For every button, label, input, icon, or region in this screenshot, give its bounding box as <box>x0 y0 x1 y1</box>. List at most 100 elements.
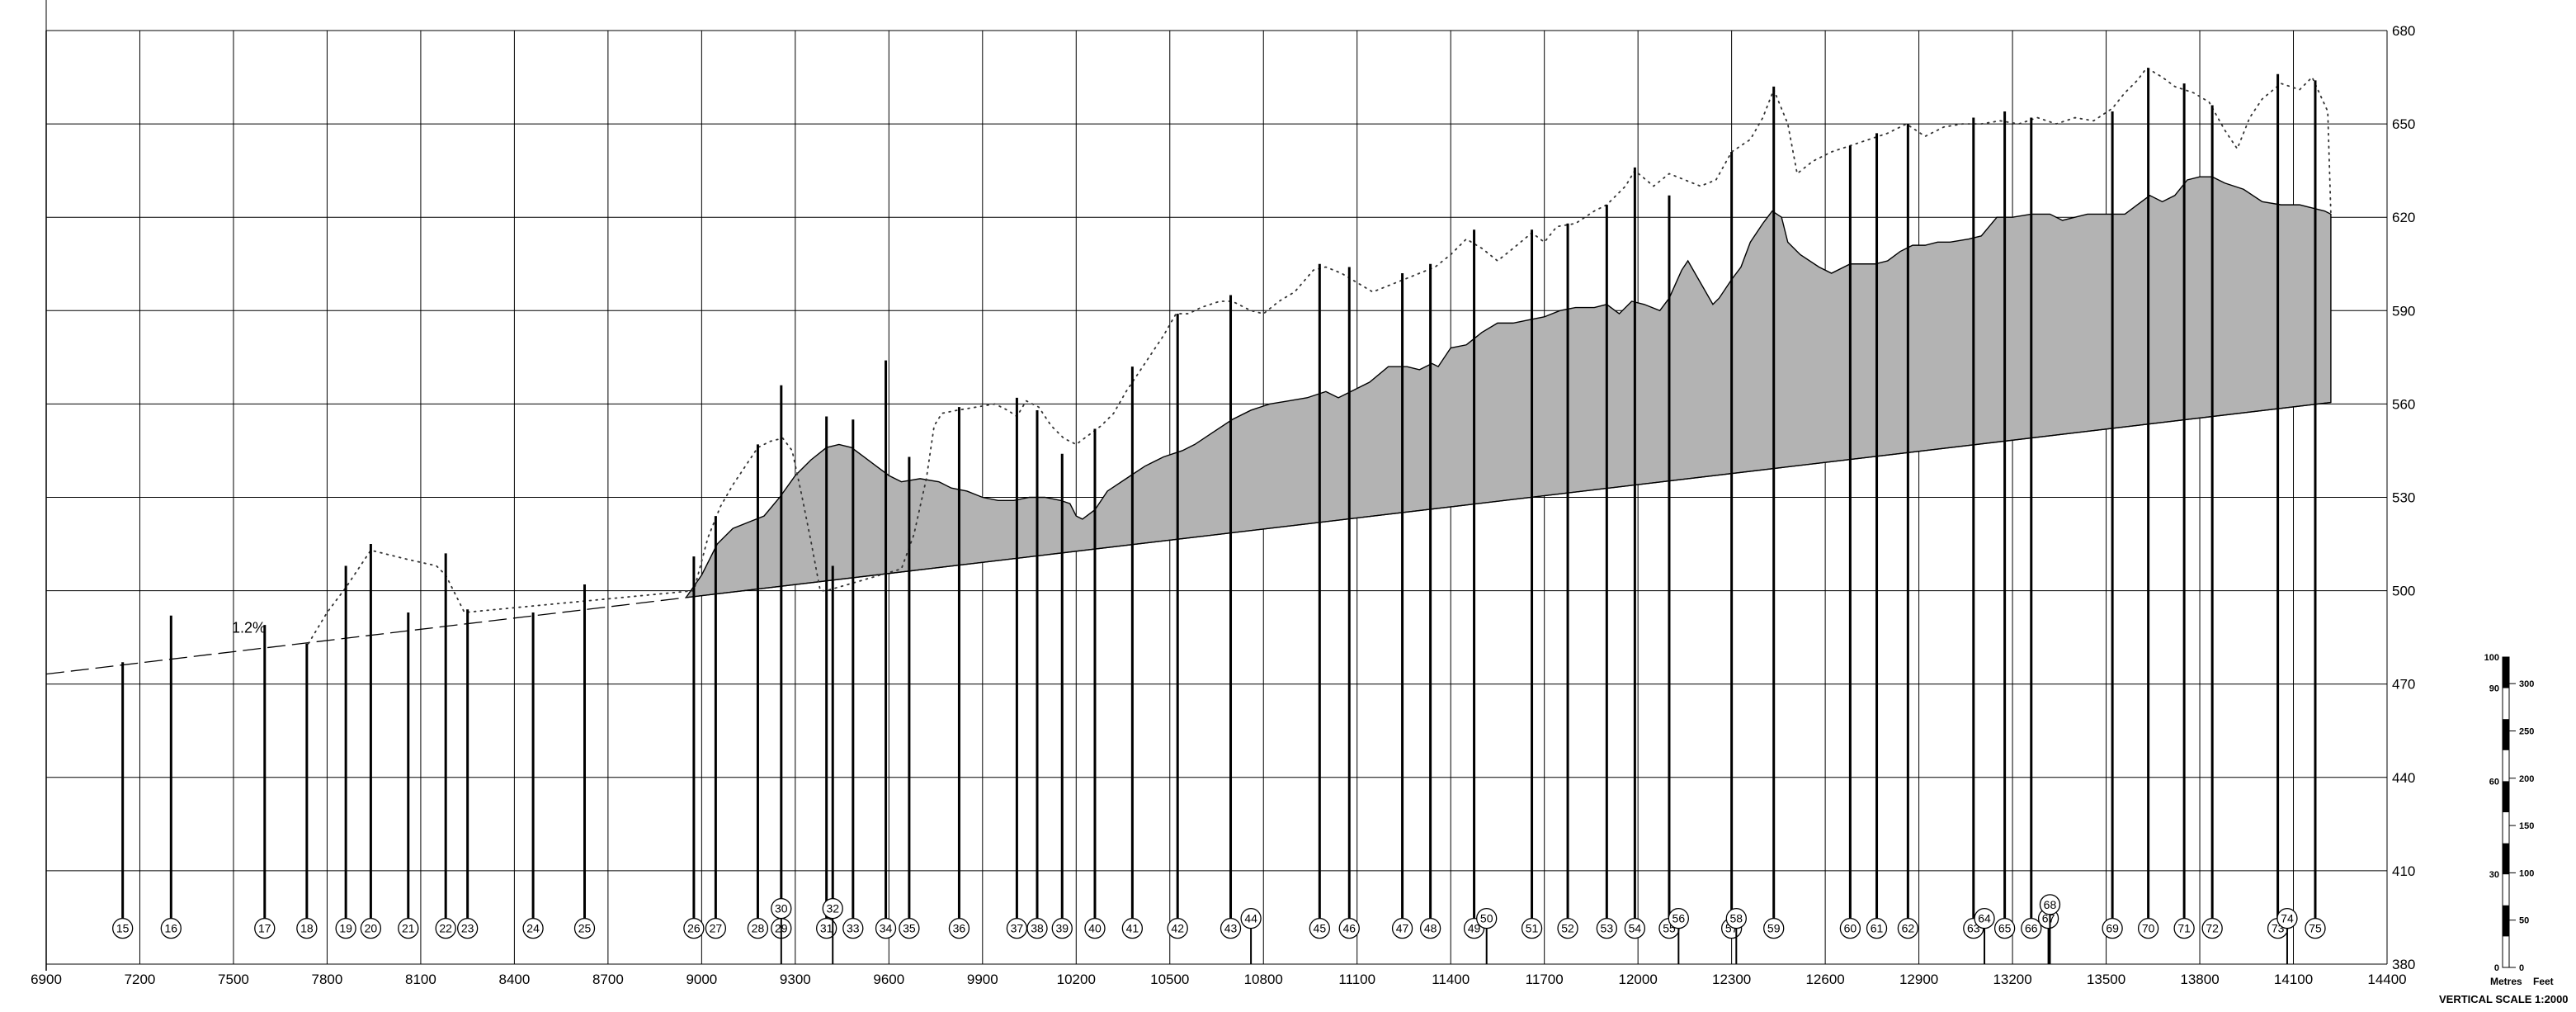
y-tick-label: 410 <box>2392 863 2415 879</box>
shaft-marker <box>875 917 897 939</box>
x-tick-label: 7800 <box>312 972 343 987</box>
shaft-number: 54 <box>1629 922 1642 935</box>
shaft-number: 28 <box>752 922 765 935</box>
shaft-number: 45 <box>1314 922 1327 935</box>
shaft-22: 22 <box>435 553 456 939</box>
x-tick-label: 8400 <box>498 972 530 987</box>
shaft-number: 53 <box>1601 922 1614 935</box>
shaft-43: 43 <box>1220 295 1242 939</box>
shaft-74: 74 <box>2276 907 2298 964</box>
shaft-marker <box>1240 907 1262 929</box>
shaft-41: 41 <box>1121 366 1144 939</box>
shaft-68: 68 <box>2039 894 2061 964</box>
shaft-marker <box>1596 917 1617 939</box>
grade-label: 1.2% <box>232 619 266 636</box>
scale-segment <box>2503 657 2509 688</box>
x-tick-label: 7500 <box>218 972 249 987</box>
shaft-marker <box>771 897 792 920</box>
shaft-15: 15 <box>112 662 134 939</box>
x-tick-label: 14100 <box>2274 972 2313 987</box>
shaft-number: 75 <box>2309 922 2322 935</box>
shaft-number: 35 <box>903 922 916 935</box>
shaft-marker <box>1763 917 1785 939</box>
shaft-36: 36 <box>948 407 970 939</box>
shaft-33: 33 <box>842 419 864 939</box>
shaft-17: 17 <box>254 625 276 939</box>
shaft-marker <box>842 917 864 939</box>
y-tick-label: 650 <box>2392 116 2415 132</box>
shaft-24: 24 <box>522 612 544 939</box>
shaft-number: 22 <box>439 922 452 935</box>
x-tick-label: 11400 <box>1432 972 1470 987</box>
scale-segment <box>2503 905 2509 937</box>
terrain-fill <box>684 176 2332 598</box>
shaft-58: 58 <box>1725 907 1747 964</box>
shaft-37: 37 <box>1006 397 1028 939</box>
shaft-23: 23 <box>457 609 479 939</box>
shaft-39: 39 <box>1051 453 1073 939</box>
shaft-number: 68 <box>2044 898 2057 911</box>
shafts-layer: 15 16 17 18 19 20 21 22 23 24 25 26 27 28 2930 31 32 33 34… <box>112 68 2326 964</box>
shaft-number: 72 <box>2206 922 2219 935</box>
shaft-65: 65 <box>1993 111 2016 939</box>
shaft-marker <box>573 917 596 939</box>
shaft-number: 47 <box>1396 922 1409 935</box>
shaft-53: 53 <box>1596 205 1617 939</box>
x-tick-label: 8100 <box>405 972 436 987</box>
shaft-number: 24 <box>526 922 540 935</box>
shaft-number: 52 <box>1561 922 1574 935</box>
design-line-dashed <box>45 597 686 675</box>
x-tick-label: 14400 <box>2367 972 2406 987</box>
x-tick-label: 7200 <box>125 972 156 987</box>
shaft-marker <box>160 917 182 939</box>
shaft-marker <box>1725 907 1747 929</box>
shaft-marker <box>435 917 456 939</box>
shaft-70: 70 <box>2137 68 2159 939</box>
shaft-number: 59 <box>1767 922 1781 935</box>
shaft-marker <box>1624 917 1646 939</box>
shaft-number: 17 <box>258 922 271 935</box>
shaft-number: 38 <box>1031 922 1044 935</box>
shaft-number: 30 <box>775 902 788 915</box>
x-tick-label: 9000 <box>686 972 717 987</box>
shaft-marker <box>705 917 727 939</box>
shaft-61: 61 <box>1866 133 1888 939</box>
shaft-number: 32 <box>826 902 839 915</box>
shaft-60: 60 <box>1839 145 1861 939</box>
shaft-marker <box>1974 907 1995 929</box>
shaft-number: 50 <box>1480 912 1493 925</box>
shaft-number: 61 <box>1871 922 1884 935</box>
shaft-marker <box>335 917 356 939</box>
scale-feet-tick: 200 <box>2519 774 2534 784</box>
shaft-number: 42 <box>1171 922 1184 935</box>
shaft-marker <box>2021 917 2042 939</box>
shaft-marker <box>2173 917 2195 939</box>
shaft-number: 65 <box>1998 922 2012 935</box>
x-tick-label: 10200 <box>1057 972 1096 987</box>
shaft-marker <box>1121 917 1144 939</box>
shaft-38: 38 <box>1026 409 1048 939</box>
shaft-28: 28 <box>747 444 769 939</box>
scale-feet-tick: 300 <box>2519 679 2534 689</box>
y-tick-label: 590 <box>2392 303 2415 319</box>
x-tick-label: 11100 <box>1338 972 1375 987</box>
scale-metres-tick: 0 <box>2494 963 2499 973</box>
vertical-scale-bar: Metres Feet VERTICAL SCALE 1:2000 100 90 6… <box>2439 653 2569 1005</box>
shaft-marker <box>1993 917 2016 939</box>
shaft-35: 35 <box>899 456 920 939</box>
shaft-26: 26 <box>683 556 705 939</box>
x-tick-label: 13800 <box>2180 972 2219 987</box>
shaft-marker <box>360 917 382 939</box>
shaft-number: 40 <box>1088 922 1102 935</box>
shaft-59: 59 <box>1763 86 1785 939</box>
shaft-number: 15 <box>116 922 130 935</box>
shaft-marker <box>1084 917 1106 939</box>
shaft-marker <box>1338 917 1360 939</box>
shaft-number: 34 <box>880 922 893 935</box>
shaft-marker <box>2102 917 2123 939</box>
shaft-number: 26 <box>687 922 701 935</box>
x-tick-label: 12300 <box>1712 972 1751 987</box>
scale-metres-tick: 90 <box>2489 684 2499 694</box>
shaft-number: 16 <box>165 922 178 935</box>
shaft-number: 43 <box>1224 922 1238 935</box>
